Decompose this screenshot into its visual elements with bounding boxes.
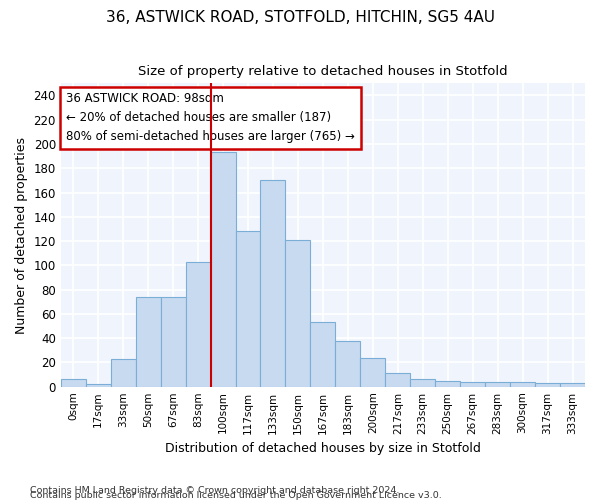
Text: 36 ASTWICK ROAD: 98sqm
← 20% of detached houses are smaller (187)
80% of semi-de: 36 ASTWICK ROAD: 98sqm ← 20% of detached… (66, 92, 355, 144)
Bar (361, 358, 385, 386)
Text: Contains public sector information licensed under the Open Government Licence v3: Contains public sector information licen… (30, 490, 442, 500)
Bar (460, 382, 485, 386)
Y-axis label: Number of detached properties: Number of detached properties (15, 136, 28, 334)
Bar (260, 180, 286, 386)
Bar (161, 297, 185, 386)
Bar (435, 380, 460, 386)
Bar (86, 384, 111, 386)
Bar (535, 383, 560, 386)
Bar (510, 382, 535, 386)
Bar (111, 359, 136, 386)
X-axis label: Distribution of detached houses by size in Stotfold: Distribution of detached houses by size … (165, 442, 481, 455)
Text: 36, ASTWICK ROAD, STOTFOLD, HITCHIN, SG5 4AU: 36, ASTWICK ROAD, STOTFOLD, HITCHIN, SG5… (106, 10, 494, 25)
Bar (410, 380, 435, 386)
Bar (310, 322, 335, 386)
Bar (185, 262, 211, 386)
Bar (385, 374, 410, 386)
Bar (560, 383, 585, 386)
Bar (236, 232, 260, 386)
Bar (286, 240, 310, 386)
Bar (136, 297, 161, 386)
Bar (485, 382, 510, 386)
Text: Contains HM Land Registry data © Crown copyright and database right 2024.: Contains HM Land Registry data © Crown c… (30, 486, 400, 495)
Bar (61, 380, 86, 386)
Bar (211, 152, 236, 386)
Title: Size of property relative to detached houses in Stotfold: Size of property relative to detached ho… (138, 65, 508, 78)
Bar (335, 340, 361, 386)
